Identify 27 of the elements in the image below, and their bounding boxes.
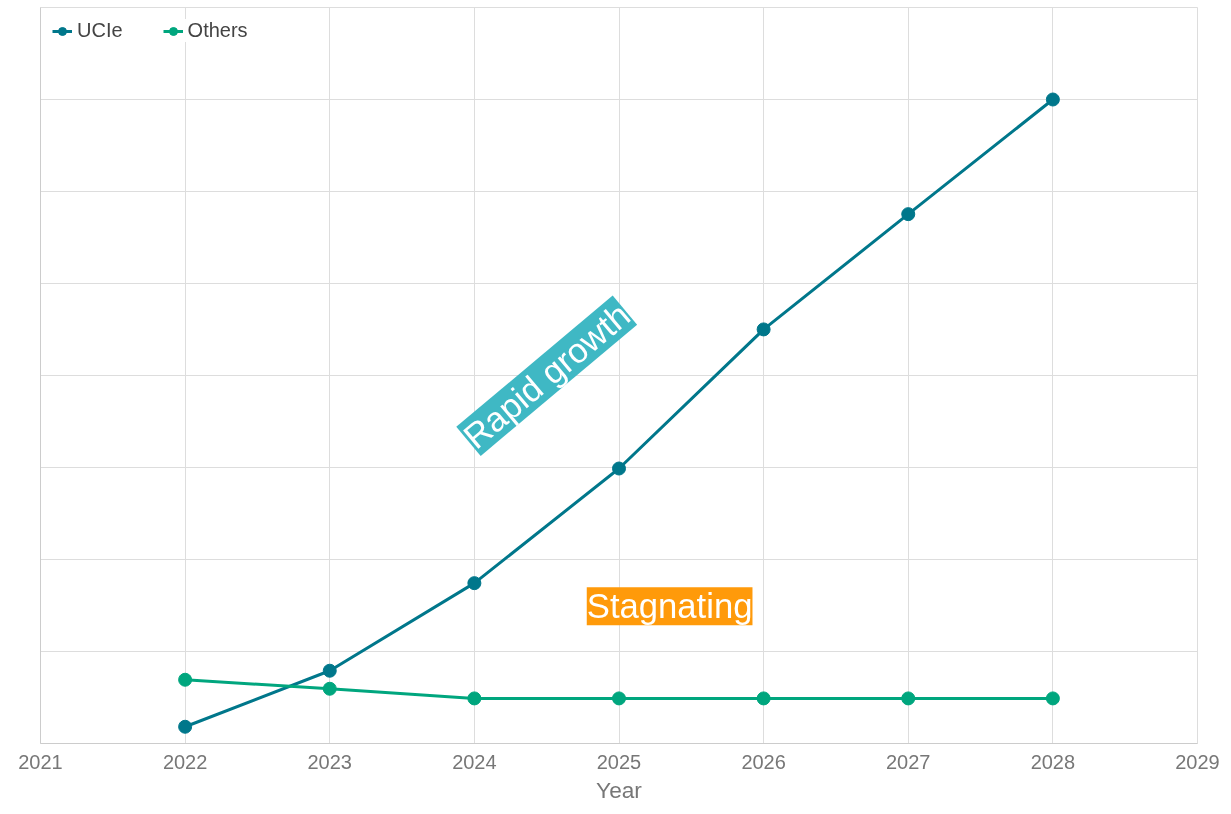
point: [178, 719, 193, 734]
annotation: Stagnating: [586, 587, 753, 626]
x-tick-label: 2024: [452, 750, 497, 773]
x-axis-title: Year: [596, 776, 643, 803]
point: [756, 322, 771, 337]
x-tick-label: 2025: [596, 750, 642, 773]
point: [612, 461, 626, 476]
point: [467, 576, 482, 591]
x-tick-label: 2029: [1175, 750, 1220, 773]
x-tick-label: 2021: [18, 750, 63, 773]
x-tick-label: 2026: [741, 750, 786, 773]
x-tick-label: 2022: [162, 750, 208, 773]
point: [322, 681, 337, 696]
legend-label: Others: [187, 19, 248, 42]
point: [901, 207, 916, 222]
point: [178, 672, 193, 687]
point: [1045, 691, 1060, 706]
point: [1045, 92, 1060, 107]
point: [756, 691, 771, 706]
x-tick-label: 2028: [1030, 750, 1076, 773]
point: [901, 691, 916, 706]
x-tick-label: 2027: [886, 750, 931, 773]
legend-label: UCIe: [77, 19, 123, 42]
point: [322, 663, 337, 678]
point: [467, 691, 482, 706]
point: [612, 691, 626, 706]
x-tick-label: 2023: [307, 750, 352, 773]
